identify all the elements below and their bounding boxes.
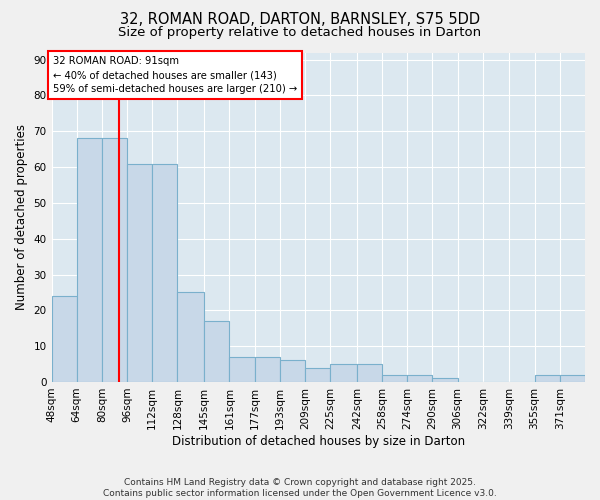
Bar [254,357,280,382]
Bar [330,364,357,382]
Bar [204,321,229,382]
Bar [280,360,305,382]
Bar [535,375,560,382]
Bar [407,375,433,382]
Bar [152,164,178,382]
Bar [178,292,204,382]
Bar [357,364,382,382]
Text: Size of property relative to detached houses in Darton: Size of property relative to detached ho… [118,26,482,39]
Bar [127,164,152,382]
Bar [433,378,458,382]
Bar [229,357,254,382]
Bar [102,138,127,382]
Bar [382,375,407,382]
Y-axis label: Number of detached properties: Number of detached properties [15,124,28,310]
Bar [52,296,77,382]
Text: 32, ROMAN ROAD, DARTON, BARNSLEY, S75 5DD: 32, ROMAN ROAD, DARTON, BARNSLEY, S75 5D… [120,12,480,28]
X-axis label: Distribution of detached houses by size in Darton: Distribution of detached houses by size … [172,434,465,448]
Text: Contains HM Land Registry data © Crown copyright and database right 2025.
Contai: Contains HM Land Registry data © Crown c… [103,478,497,498]
Text: 32 ROMAN ROAD: 91sqm
← 40% of detached houses are smaller (143)
59% of semi-deta: 32 ROMAN ROAD: 91sqm ← 40% of detached h… [53,56,298,94]
Bar [305,368,330,382]
Bar [560,375,585,382]
Bar [77,138,102,382]
